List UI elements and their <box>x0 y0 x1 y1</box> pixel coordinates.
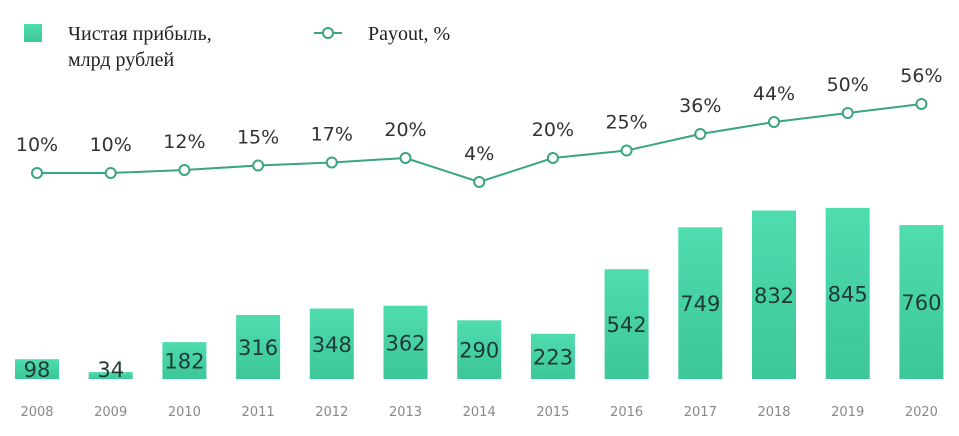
payout-point-2012 <box>325 156 338 169</box>
legend-line-marker <box>322 27 334 39</box>
payout-point-2017 <box>694 128 707 140</box>
payout-point-2011 <box>252 159 265 172</box>
x-tick-label: 2016 <box>610 405 643 420</box>
bar-value-label: 182 <box>164 350 204 374</box>
payout-value-label: 56% <box>900 65 942 87</box>
bar-value-label: 348 <box>312 333 352 357</box>
payout-value-label: 20% <box>384 119 426 141</box>
bar-2017 <box>678 227 723 379</box>
bar-value-labels: 98 34 182 316 348 362 290 223 542 749 832 845 760 <box>24 282 942 382</box>
payout-point-2015 <box>546 152 559 164</box>
legend-bar-label-line2: млрд рублей <box>68 49 175 71</box>
payout-value-label: 12% <box>163 131 205 153</box>
x-axis-tick-labels: 2008 2009 2010 2011 2012 2013 2014 2015 2016 2017… <box>20 405 937 420</box>
bar-value-label: 362 <box>385 331 425 355</box>
x-tick-label: 2009 <box>94 405 127 420</box>
payout-value-label: 15% <box>237 127 279 149</box>
payout-point-2013 <box>399 152 412 164</box>
payout-value-labels: 10% 10% 12% 15% 17% 20% 4% 20% 25% 36% 44% 50% 56% <box>16 65 943 165</box>
payout-point-2009 <box>104 167 117 179</box>
x-tick-label: 2013 <box>389 405 422 420</box>
bar-value-label: 223 <box>533 345 573 369</box>
x-tick-label: 2015 <box>536 405 569 420</box>
payout-value-label: 36% <box>679 95 721 117</box>
bar-2015 <box>530 333 575 379</box>
payout-value-label: 4% <box>464 143 494 165</box>
payout-value-label: 10% <box>90 134 132 156</box>
x-tick-label: 2020 <box>905 405 938 420</box>
payout-point-2020 <box>915 98 928 110</box>
bar-2019 <box>825 207 870 379</box>
payout-value-label: 17% <box>311 124 353 146</box>
bar-2016 <box>604 269 649 379</box>
x-tick-label: 2014 <box>463 405 496 420</box>
bar-2011 <box>236 315 281 379</box>
x-tick-label: 2011 <box>242 405 275 420</box>
legend-line-label: Payout, % <box>368 23 450 45</box>
payout-point-2018 <box>768 116 780 128</box>
bar-2012 <box>309 308 354 379</box>
bar-value-label: 845 <box>828 282 868 306</box>
payout-point-2019 <box>841 107 854 119</box>
x-tick-label: 2018 <box>757 405 790 420</box>
x-tick-label: 2008 <box>20 405 53 420</box>
bar-value-label: 34 <box>97 358 124 382</box>
bar-2009 <box>88 372 133 379</box>
bar-value-label: 98 <box>24 358 51 382</box>
bar-value-label: 290 <box>459 339 499 363</box>
x-tick-label: 2019 <box>831 405 864 420</box>
payout-value-label: 44% <box>753 83 795 105</box>
bar-2020 <box>899 225 944 379</box>
payout-point-2016 <box>620 144 633 157</box>
payout-point-2010 <box>178 164 191 176</box>
x-tick-label: 2012 <box>315 405 348 420</box>
payout-point-2014 <box>473 176 486 188</box>
legend: Чистая прибыль, млрд рублей Payout, % <box>24 23 450 71</box>
bar-2008 <box>15 359 59 379</box>
payout-point-2008 <box>31 167 43 179</box>
bar-value-label: 760 <box>901 291 941 315</box>
bar-2010 <box>162 342 207 379</box>
legend-bar-label-line1: Чистая прибыль, <box>68 23 212 45</box>
payout-value-label: 50% <box>827 74 869 96</box>
payout-series <box>31 98 928 188</box>
payout-value-label: 25% <box>605 112 647 134</box>
bar-value-label: 749 <box>680 292 720 316</box>
bar-series <box>15 207 944 379</box>
payout-value-label: 10% <box>16 134 58 156</box>
bar-2014 <box>457 320 502 379</box>
legend-bar-swatch <box>24 24 42 42</box>
bar-value-label: 832 <box>754 284 794 308</box>
bar-value-label: 316 <box>238 336 278 360</box>
bar-2018 <box>752 210 796 379</box>
bar-2013 <box>383 305 428 379</box>
x-tick-label: 2017 <box>684 405 717 420</box>
x-tick-label: 2010 <box>168 405 201 420</box>
bar-value-label: 542 <box>607 313 647 337</box>
payout-value-label: 20% <box>532 119 574 141</box>
